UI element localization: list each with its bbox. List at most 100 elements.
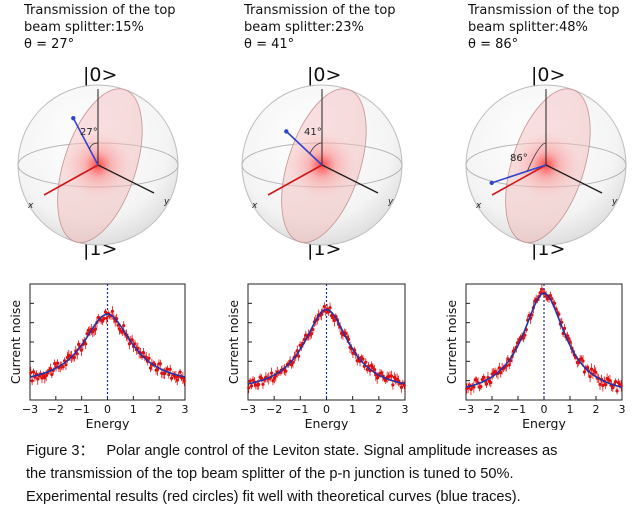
data-point	[332, 318, 336, 323]
y-axis	[97, 164, 155, 194]
panel-2-theta: θ = 41°	[244, 37, 295, 52]
data-point	[284, 369, 288, 373]
data-point	[103, 310, 107, 314]
data-point	[257, 382, 261, 387]
y-axis	[321, 164, 379, 194]
bloch-sphere-3: y x 86°	[465, 84, 627, 246]
data-point	[322, 304, 326, 309]
angle-label: 27°	[80, 127, 98, 138]
data-point	[507, 363, 511, 367]
x-axis	[267, 164, 323, 196]
fit-curve	[465, 292, 623, 388]
data-point	[174, 375, 178, 379]
noise-charts: −3 −2 −1 0 1 2 3 Energy Current noise −3 −2 −1 0 1 2 3 E…	[8, 283, 626, 430]
data-point	[100, 319, 105, 323]
noise-chart-3: −3 −2 −1 0 1 2 3 Energy Current noise	[444, 283, 626, 430]
y-axis-label: y	[387, 197, 394, 207]
x-tick-label: 3	[182, 403, 189, 416]
y-axis	[545, 164, 603, 194]
data-point	[29, 371, 33, 375]
data-point	[399, 385, 404, 389]
data-point	[165, 367, 169, 371]
data-point	[259, 376, 264, 380]
data-point	[55, 361, 60, 365]
data-point	[41, 373, 45, 378]
ket-0-label-panel-1: |0>	[83, 64, 118, 86]
x-tick-label: −3	[240, 403, 256, 416]
fit-curve	[29, 313, 186, 378]
ket-0-label-panel-2: |0>	[307, 64, 342, 86]
x-tick-label: 3	[619, 403, 626, 416]
data-point	[30, 379, 34, 383]
x-tick-label: −2	[266, 403, 282, 416]
data-point	[272, 376, 277, 380]
data-point	[391, 383, 395, 387]
y-axis-label: y	[611, 197, 618, 207]
data-point	[84, 342, 88, 346]
caption-line-1: Polar angle control of the Leviton state…	[106, 443, 558, 459]
data-point	[523, 333, 527, 337]
data-point	[297, 354, 301, 358]
data-point	[389, 374, 394, 378]
x-axis-title: Energy	[86, 416, 130, 430]
data-point	[167, 372, 171, 377]
data-point	[162, 371, 167, 375]
data-point	[36, 377, 40, 381]
data-point	[364, 360, 368, 364]
x-tick-label: 3	[402, 403, 409, 416]
angle-arc	[526, 142, 547, 172]
data-point	[155, 368, 160, 372]
data-point	[379, 371, 384, 375]
caption-label: Figure 3：	[26, 443, 95, 459]
data-point	[120, 330, 124, 334]
state-vector-tip	[284, 129, 289, 134]
data-point	[553, 301, 557, 305]
panel-1-heading: Transmission of the top beam splitter:15…	[24, 2, 176, 53]
data-point	[50, 372, 54, 377]
x-tick-label: −2	[48, 403, 64, 416]
data-point	[331, 316, 335, 320]
data-point	[469, 387, 473, 391]
data-point	[178, 370, 182, 374]
panel-1-heading-line1: Transmission of the top	[24, 3, 176, 18]
data-point	[141, 350, 146, 355]
panel-2-heading-line1: Transmission of the top	[244, 3, 396, 18]
data-point	[147, 356, 151, 360]
data-point	[608, 379, 612, 383]
data-point	[72, 355, 76, 360]
noise-chart-2: −3 −2 −1 0 1 2 3 Energy Current noise	[226, 283, 409, 430]
data-point	[64, 363, 68, 367]
data-point	[598, 382, 602, 386]
y-axis-title: Current noise	[8, 300, 23, 384]
figure-caption: Figure 3： Polar angle control of the Lev…	[26, 440, 626, 509]
data-point	[372, 367, 376, 371]
data-point	[261, 382, 265, 386]
y-axis-title: Current noise	[226, 300, 241, 384]
data-point	[249, 384, 254, 388]
panel-1-theta: θ = 27°	[24, 37, 75, 52]
data-point	[604, 383, 608, 387]
x-tick-label: 0	[104, 403, 111, 416]
data-point	[540, 287, 544, 291]
data-point	[497, 366, 501, 370]
data-point	[127, 342, 131, 346]
noise-chart-1: −3 −2 −1 0 1 2 3 Energy Current noise	[8, 283, 189, 430]
panel-3-heading-line1: Transmission of the top	[468, 3, 620, 18]
data-point	[588, 375, 592, 379]
data-point	[611, 386, 615, 390]
x-tick-label: −2	[484, 403, 500, 416]
angle-arc	[89, 142, 99, 150]
data-point	[102, 316, 106, 321]
x-tick-label: −1	[74, 403, 90, 416]
x-tick-label: 1	[567, 403, 574, 416]
data-point	[499, 370, 503, 375]
x-axis-label: x	[251, 201, 258, 211]
data-point	[44, 374, 48, 378]
x-axis-title: Energy	[305, 416, 349, 430]
x-tick-label: 2	[593, 403, 600, 416]
y-axis-label: y	[163, 197, 170, 207]
data-point	[538, 291, 543, 295]
data-point	[506, 357, 510, 361]
x-tick-label: 1	[349, 403, 356, 416]
y-axis-title: Current noise	[444, 300, 459, 384]
